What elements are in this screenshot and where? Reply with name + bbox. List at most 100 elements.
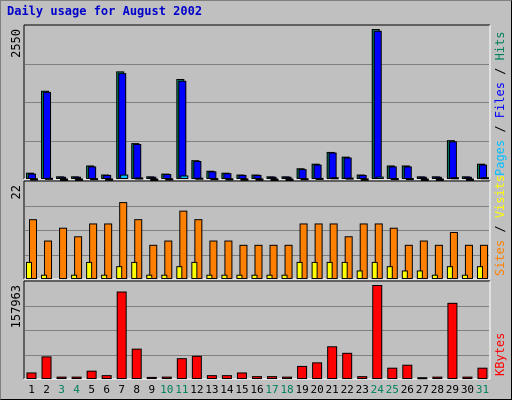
bar-files-day-29: [448, 141, 457, 179]
bar-sites-day-14: [221, 274, 228, 279]
bar-visits-day-31: [479, 244, 488, 279]
bar-sites-day-24: [371, 261, 378, 279]
x-tick-day-18: 18: [280, 383, 293, 396]
bar-files-day-20: [313, 164, 322, 180]
bar-sites-day-20: [311, 261, 318, 279]
bar-visits-day-30: [464, 244, 473, 279]
bar-visits-day-1: [29, 219, 37, 280]
bar-kbytes-day-27: [417, 377, 428, 380]
bar-visits-day-12: [194, 219, 203, 280]
bar-kbytes-day-5: [86, 370, 97, 380]
bar-sites-day-11: [176, 266, 183, 280]
bar-kbytes-day-4: [71, 376, 82, 379]
bar-sites-day-21: [326, 261, 333, 279]
bar-visits-day-2: [44, 240, 53, 279]
bar-files-day-30: [463, 176, 472, 180]
x-tick-day-24: 24: [371, 383, 385, 396]
legend-files: Files: [493, 82, 507, 118]
bar-kbytes-day-19: [297, 365, 308, 379]
bar-sites-day-8: [131, 261, 138, 279]
legend-3: KBytes: [493, 333, 507, 376]
bar-visits-day-23: [359, 223, 368, 279]
bar-sites-day-13: [206, 274, 213, 279]
legend-kbytes: KBytes: [493, 333, 507, 376]
bar-pages-day-13: [210, 178, 219, 181]
bar-pages-day-6: [105, 178, 114, 181]
bar-visits-day-22: [344, 236, 353, 279]
bar-pages-day-4: [75, 178, 84, 181]
x-tick-day-21: 21: [326, 383, 339, 396]
bar-files-day-19: [298, 169, 307, 179]
bar-sites-day-22: [341, 261, 348, 279]
bar-kbytes-day-9: [146, 376, 157, 380]
bar-pages-day-7: [120, 174, 129, 180]
bar-pages-day-16: [255, 178, 264, 181]
x-tick-day-6: 6: [103, 383, 110, 396]
bar-visits-day-5: [89, 223, 98, 279]
bar-pages-day-9: [150, 178, 159, 181]
bar-visits-day-9: [149, 244, 158, 279]
bar-kbytes-day-21: [327, 346, 338, 379]
bar-files-day-14: [223, 173, 232, 179]
bar-visits-day-7: [119, 202, 128, 279]
bar-kbytes-day-6: [101, 375, 112, 380]
bar-sites-day-29: [446, 266, 453, 280]
legend-1: Pages / Files / Hits: [493, 31, 507, 176]
bar-pages-day-12: [195, 177, 204, 180]
legend-pages: Pages: [493, 140, 507, 176]
x-tick-day-7: 7: [118, 383, 125, 396]
x-tick-day-26: 26: [401, 383, 414, 396]
bar-kbytes-day-2: [41, 356, 52, 380]
bar-kbytes-day-11: [176, 358, 187, 379]
bar-visits-day-25: [389, 227, 398, 280]
bar-kbytes-day-13: [206, 375, 217, 380]
bar-sites-day-31: [476, 266, 483, 280]
bar-pages-day-3: [60, 178, 69, 181]
x-tick-day-11: 11: [175, 383, 188, 396]
bar-files-day-11: [178, 80, 187, 179]
bar-sites-day-30: [461, 274, 468, 279]
legend-hits: Hits: [493, 31, 507, 60]
bar-visits-day-15: [239, 244, 248, 279]
bar-sites-day-5: [86, 261, 93, 279]
bar-kbytes-day-31: [477, 367, 488, 379]
bar-kbytes-day-20: [312, 362, 323, 379]
x-tick-day-17: 17: [265, 383, 278, 396]
bar-visits-day-29: [449, 232, 458, 279]
bar-files-day-7: [118, 73, 127, 179]
bar-visits-day-10: [164, 240, 173, 279]
x-tick-day-25: 25: [386, 383, 399, 396]
bar-pages-day-5: [90, 178, 99, 181]
bar-kbytes-day-22: [342, 352, 353, 379]
x-tick-day-10: 10: [160, 383, 173, 396]
x-tick-day-1: 1: [28, 383, 35, 396]
bar-pages-day-22: [345, 177, 354, 180]
bar-pages-day-27: [420, 178, 429, 181]
bar-visits-day-28: [434, 244, 443, 279]
bar-kbytes-day-3: [56, 376, 67, 379]
x-tick-day-13: 13: [205, 383, 218, 396]
bar-visits-day-27: [419, 240, 428, 279]
bar-files-day-10: [163, 174, 172, 179]
bar-files-day-9: [148, 176, 157, 180]
bar-files-day-16: [253, 174, 262, 180]
bar-visits-day-3: [59, 227, 68, 280]
bar-files-day-26: [403, 166, 412, 179]
chart-title: Daily usage for August 2002: [7, 4, 203, 18]
legend-separator: /: [493, 60, 507, 82]
bar-visits-day-21: [329, 223, 338, 279]
y-axis-max-label-3: 157963: [9, 285, 23, 328]
bar-pages-day-8: [135, 177, 144, 180]
x-tick-day-8: 8: [133, 383, 140, 396]
bar-kbytes-day-17: [267, 376, 278, 380]
bar-visits-day-26: [404, 244, 413, 279]
y-axis-max-label-2: 22: [9, 185, 23, 199]
x-tick-day-27: 27: [416, 383, 429, 396]
bar-kbytes-day-25: [387, 367, 398, 379]
bar-visits-day-6: [104, 223, 113, 279]
bar-sites-day-26: [401, 270, 408, 280]
bar-sites-day-10: [161, 274, 168, 279]
bar-sites-day-2: [41, 274, 48, 279]
